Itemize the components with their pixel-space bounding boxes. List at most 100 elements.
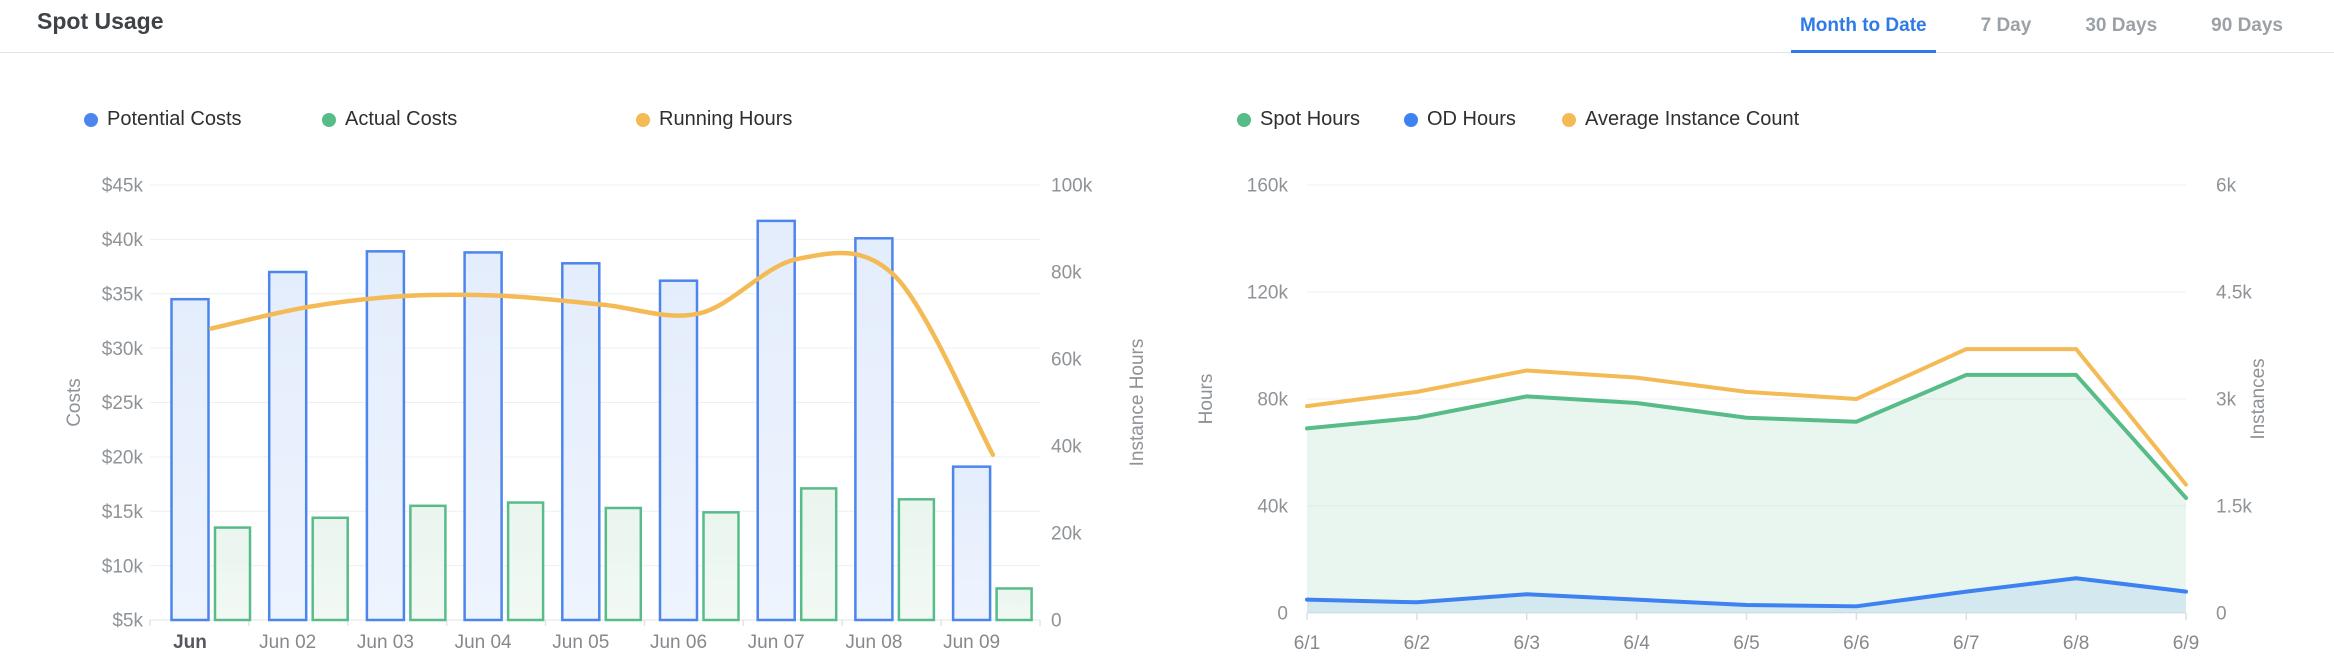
bar [506, 501, 545, 622]
time-range-tabs: Month to Date 7 Day 30 Days 90 Days [1773, 0, 2310, 53]
svg-text:Jun 07: Jun 07 [748, 632, 805, 653]
bar [756, 219, 796, 622]
left-axis-title: Costs [64, 378, 85, 427]
running-hours-dot-icon [636, 112, 650, 127]
svg-text:160k: 160k [1247, 176, 1289, 197]
average-instance-count-line [1305, 347, 2188, 487]
tab-7-day[interactable]: 7 Day [1980, 15, 2032, 36]
legend-label: Potential Costs [107, 108, 242, 130]
svg-text:60k: 60k [1051, 350, 1082, 371]
svg-text:Jun 06: Jun 06 [650, 632, 707, 653]
svg-text:$40k: $40k [102, 230, 144, 251]
svg-text:$30k: $30k [102, 339, 144, 360]
right-axis-labels: 6k 4.5k 3k 1.5k 0 [2216, 176, 2252, 625]
bar [267, 270, 308, 622]
svg-text:6/7: 6/7 [1953, 633, 1979, 654]
svg-text:Jun: Jun [173, 632, 207, 653]
bar [365, 250, 406, 622]
right-axis-labels: 100k 80k 60k 40k 20k 0 [1051, 176, 1093, 632]
bar [897, 498, 936, 622]
svg-text:100k: 100k [1051, 176, 1093, 197]
header: Spot Usage Month to Date 7 Day 30 Days 9… [0, 0, 2334, 53]
svg-text:Jun 04: Jun 04 [455, 632, 512, 653]
spot-hours-dot-icon [1237, 112, 1251, 127]
legend-item-od-hours[interactable]: OD Hours [1404, 108, 1516, 131]
legend-item-average-instance-count[interactable]: Average Instance Count [1562, 108, 1799, 131]
page-title: Spot Usage [37, 8, 164, 34]
svg-text:3k: 3k [2216, 390, 2237, 411]
od-hours-area [1307, 578, 2186, 613]
svg-text:6/2: 6/2 [1404, 633, 1430, 654]
svg-text:0: 0 [1277, 604, 1288, 625]
average-instance-count-dot-icon [1562, 112, 1576, 127]
svg-text:$25k: $25k [102, 393, 144, 414]
legend-item-potential-costs[interactable]: Potential Costs [84, 108, 242, 131]
svg-text:80k: 80k [1257, 390, 1288, 411]
bar [995, 587, 1033, 622]
potential-costs-dot-icon [84, 112, 98, 127]
svg-text:Jun 05: Jun 05 [552, 632, 609, 653]
svg-text:120k: 120k [1247, 283, 1289, 304]
usage-hours-chart: 160k 120k 80k 40k 0 Hours 6k 4.5k 3k 1.5k 0 Instanc… [1196, 176, 2269, 654]
svg-text:$45k: $45k [102, 176, 144, 197]
svg-text:6k: 6k [2216, 176, 2237, 197]
svg-text:80k: 80k [1051, 263, 1082, 284]
svg-text:0: 0 [1051, 611, 1062, 632]
bar [702, 511, 740, 622]
costs-chart: $45k $40k $35k $30k $25k $20k $15k $10k $5k Costs… [64, 176, 1148, 653]
tab-90-days[interactable]: 90 Days [2211, 15, 2283, 36]
left-axis-title: Hours [1196, 374, 1217, 425]
bar [213, 526, 252, 622]
svg-text:0: 0 [2216, 604, 2227, 625]
legend-label: Running Hours [659, 108, 793, 130]
svg-text:6/9: 6/9 [2173, 633, 2199, 654]
svg-text:40k: 40k [1257, 497, 1288, 518]
svg-text:$20k: $20k [102, 448, 144, 469]
bar [854, 237, 894, 622]
left-axis-labels: $45k $40k $35k $30k $25k $20k $15k $10k $5k [102, 176, 144, 632]
legend-label: Average Instance Count [1585, 108, 1800, 130]
spot-hours-area [1307, 374, 2186, 613]
svg-text:4.5k: 4.5k [2216, 283, 2252, 304]
legend-item-running-hours[interactable]: Running Hours [636, 108, 792, 131]
x-axis-labels: Jun Jun 02 Jun 03 Jun 04 Jun 05 Jun 06 Jun 07 J… [173, 632, 1000, 653]
running-hours-line [209, 250, 996, 457]
svg-text:6/6: 6/6 [1843, 633, 1869, 654]
spot-hours-line [1305, 372, 2188, 500]
bar [658, 279, 699, 622]
bar [409, 504, 447, 622]
svg-text:1.5k: 1.5k [2216, 497, 2252, 518]
bar [604, 506, 643, 622]
svg-text:$10k: $10k [102, 556, 144, 577]
svg-text:Jun 02: Jun 02 [259, 632, 316, 653]
right-axis-title: Instance Hours [1127, 339, 1148, 467]
bar [170, 297, 210, 622]
right-axis-title: Instances [2248, 358, 2269, 439]
od-hours-dot-icon [1404, 112, 1418, 127]
legend-item-spot-hours[interactable]: Spot Hours [1237, 108, 1360, 131]
bar [463, 251, 503, 622]
svg-text:6/4: 6/4 [1623, 633, 1650, 654]
bar [951, 465, 992, 622]
x-axis-labels: 6/1 6/2 6/3 6/4 6/5 6/6 6/7 6/8 6/9 [1294, 633, 2199, 654]
actual-costs-dot-icon [322, 112, 336, 127]
svg-text:6/3: 6/3 [1514, 633, 1540, 654]
actual-costs-bars [213, 487, 1033, 622]
tab-30-days[interactable]: 30 Days [2085, 15, 2158, 36]
legend-label: Spot Hours [1260, 108, 1361, 130]
svg-text:Jun 08: Jun 08 [845, 632, 902, 653]
tab-month-to-date[interactable]: Month to Date [1773, 0, 1954, 53]
svg-text:$35k: $35k [102, 284, 144, 305]
svg-text:6/1: 6/1 [1294, 633, 1320, 654]
bar [311, 516, 349, 622]
svg-text:6/5: 6/5 [1733, 633, 1759, 654]
svg-text:$5k: $5k [112, 611, 143, 632]
bar [561, 262, 601, 622]
svg-text:6/8: 6/8 [2063, 633, 2089, 654]
od-hours-line [1305, 576, 2188, 609]
legend-label: OD Hours [1427, 108, 1516, 130]
svg-text:40k: 40k [1051, 437, 1082, 458]
svg-text:$15k: $15k [102, 502, 144, 523]
legend-item-actual-costs[interactable]: Actual Costs [322, 108, 457, 131]
